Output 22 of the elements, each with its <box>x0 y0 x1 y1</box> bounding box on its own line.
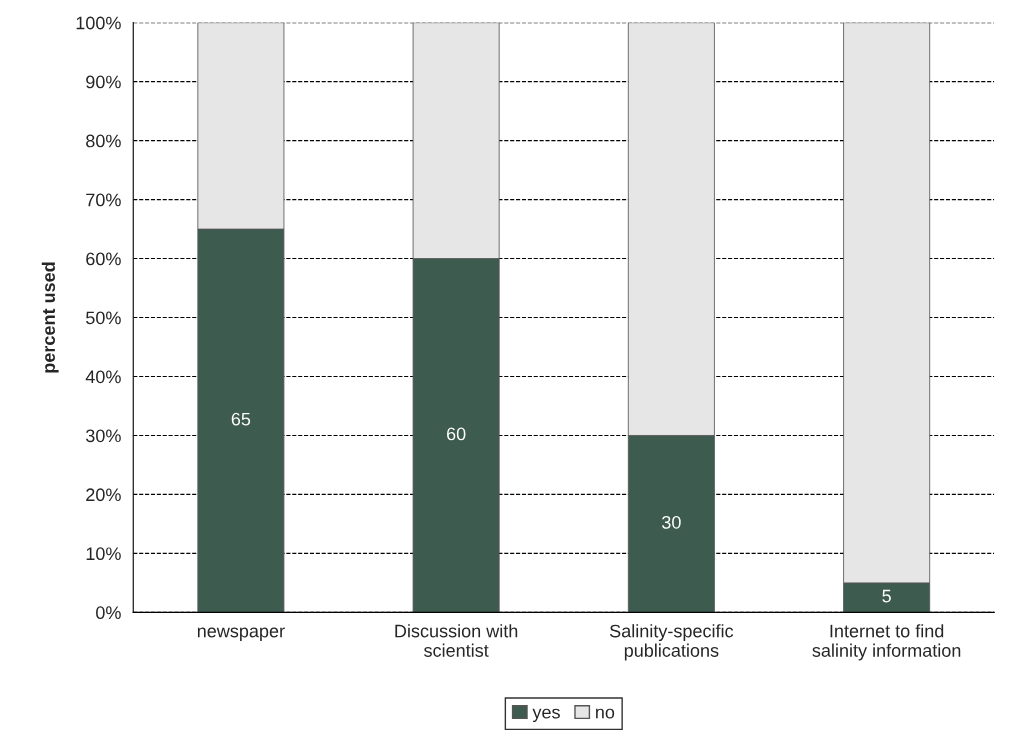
y-tick-label: 60% <box>86 252 121 266</box>
y-tick-label: 20% <box>86 488 121 502</box>
data-label: 5 <box>882 589 891 603</box>
y-tick-label: 80% <box>86 134 121 148</box>
data-label: 65 <box>231 412 251 426</box>
x-tick-label: newspaper <box>197 627 285 641</box>
y-tick-label: 70% <box>86 193 121 207</box>
y-tick-label: 0% <box>96 606 121 620</box>
y-axis-title: percent used <box>41 262 59 373</box>
data-label: 30 <box>662 515 681 529</box>
y-tick-label: 40% <box>85 370 121 384</box>
x-tick-label: Salinity-specific publications <box>609 624 734 661</box>
y-tick-label: 30% <box>86 429 121 443</box>
legend-label: no <box>596 708 615 719</box>
y-tick-label: 90% <box>86 75 121 89</box>
x-tick-label: Internet to find salinity information <box>812 624 961 661</box>
y-tick-label: 50% <box>86 311 121 325</box>
data-label: 60 <box>447 427 466 441</box>
legend-label: yes <box>532 708 560 723</box>
y-tick-label: 100% <box>76 16 121 30</box>
x-tick-label: Discussion with scientist <box>395 624 518 657</box>
y-tick-label: 10% <box>86 547 121 561</box>
